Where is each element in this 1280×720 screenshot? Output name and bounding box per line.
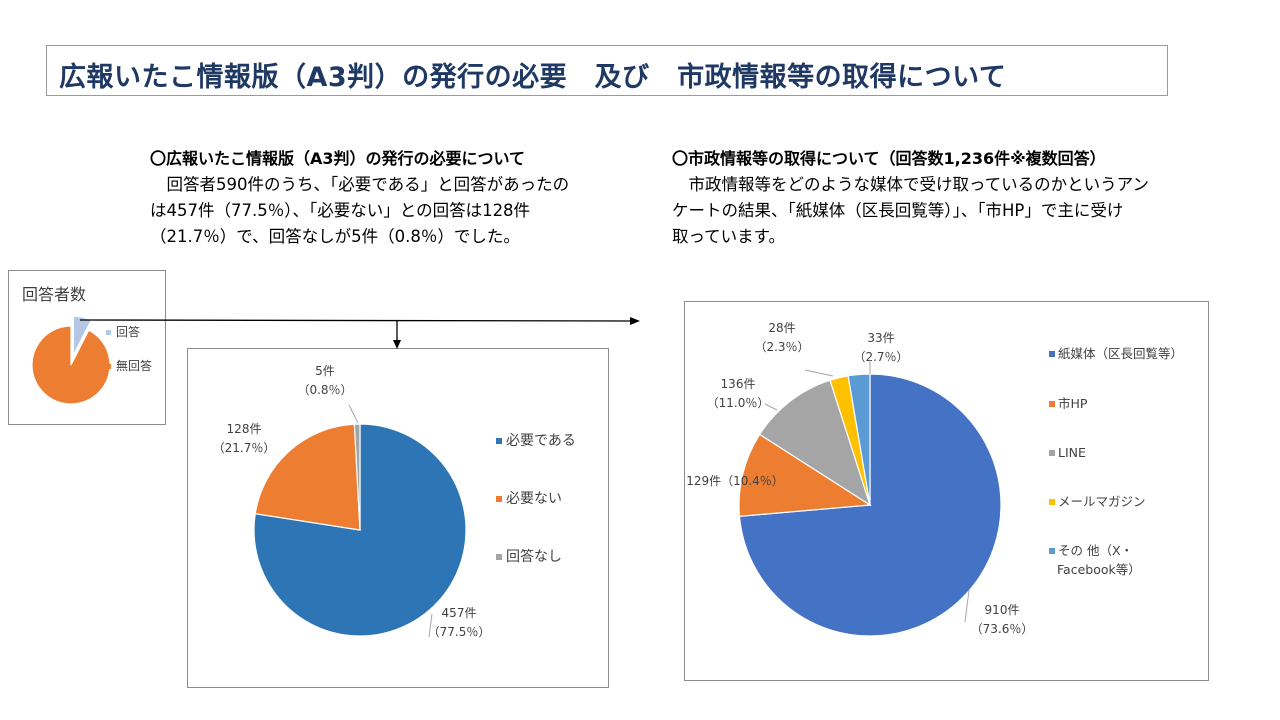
right-text-block: 〇市政情報等の取得について（回答数1,236件※複数回答） 市政情報等をどのよう… bbox=[672, 146, 1149, 250]
legend-label: Facebook等） bbox=[1057, 562, 1141, 577]
data-label: 33件 bbox=[867, 331, 894, 345]
arrow-head-down bbox=[393, 340, 401, 349]
arrow-line-right bbox=[79, 319, 633, 322]
pie-slice bbox=[31, 325, 111, 405]
leader-line bbox=[764, 403, 778, 411]
pie-slice bbox=[353, 423, 361, 531]
page-title: 広報いたこ情報版（A3判）の発行の必要 及び 市政情報等の取得について bbox=[59, 62, 1007, 93]
arrow-head-right bbox=[630, 317, 640, 325]
legend-label: 回答なし bbox=[506, 548, 562, 565]
data-label: 136件 bbox=[721, 377, 756, 391]
legend-label: 回答 bbox=[116, 324, 140, 339]
chart-title: 回答者数 bbox=[22, 285, 86, 304]
legend-marker bbox=[1049, 450, 1055, 456]
data-label: 129件（10.4％） bbox=[686, 474, 784, 488]
pie-slice bbox=[758, 379, 872, 507]
legend-marker bbox=[496, 496, 502, 502]
data-label: （0.8％） bbox=[297, 383, 352, 397]
right-heading: 〇市政情報等の取得について（回答数1,236件※複数回答） bbox=[672, 149, 1106, 168]
right-line: 市政情報等をどのような媒体で受け取っているのかというアン bbox=[672, 175, 1150, 194]
data-label: 910件 bbox=[985, 603, 1020, 617]
right-line: ケートの結果、「紙媒体（区長回覧等）」、「市HP」で主に受け bbox=[672, 201, 1124, 220]
leader-line bbox=[348, 404, 359, 424]
legend-marker bbox=[1049, 351, 1055, 357]
legend-label: その 他（X・ bbox=[1058, 543, 1133, 558]
left-line: は457件（77.5％）、「必要ない」との回答は128件 bbox=[150, 201, 531, 220]
right-line: 取っています。 bbox=[672, 227, 786, 246]
data-label: 5件 bbox=[315, 364, 335, 378]
data-label: （73.6％） bbox=[971, 622, 1034, 636]
necessity-chart-panel: 457件 （77.5％） 128件 （21.7％） 5件 （0.8％） 必要である必要ない回… bbox=[187, 348, 609, 688]
legend-label: LINE bbox=[1058, 445, 1086, 460]
data-label: 128件 bbox=[227, 422, 262, 436]
leader-line bbox=[428, 613, 433, 638]
left-heading: 〇広報いたこ情報版（A3判）の発行の必要について bbox=[150, 149, 526, 168]
pie-slice bbox=[254, 423, 361, 531]
left-line: （21.7％）で、回答なしが5件（0.8％）でした。 bbox=[150, 227, 520, 246]
left-line: 回答者590件のうち、「必要である」と回答があったの bbox=[150, 175, 570, 194]
legend-marker bbox=[1049, 499, 1055, 505]
data-label: （11.0％） bbox=[707, 396, 770, 410]
data-label: （2.3％） bbox=[754, 340, 809, 354]
pie-slice bbox=[253, 423, 467, 637]
legend-marker bbox=[1049, 401, 1055, 407]
necessity-pie-chart: 457件 （77.5％） 128件 （21.7％） 5件 （0.8％） 必要である必要ない回… bbox=[213, 364, 576, 639]
pie-slice bbox=[738, 433, 872, 517]
legend-marker bbox=[496, 554, 502, 560]
data-label: （77.5％） bbox=[428, 625, 491, 639]
legend-marker bbox=[496, 438, 502, 444]
legend-label: 必要ない bbox=[506, 491, 562, 507]
legend-marker bbox=[1049, 548, 1055, 554]
media-pie-chart: 910件 （73.6％） 129件（10.4％） 136件 （11.0％） 28件 （2.3… bbox=[686, 321, 1183, 637]
legend-marker bbox=[106, 330, 111, 335]
left-text-block: 〇広報いたこ情報版（A3判）の発行の必要について 回答者590件のうち、「必要で… bbox=[150, 146, 569, 250]
legend-label: 市HP bbox=[1058, 396, 1088, 411]
title-box: 広報いたこ情報版（A3判）の発行の必要 及び 市政情報等の取得について bbox=[46, 45, 1168, 96]
data-label: （21.7％） bbox=[213, 441, 276, 455]
leader-line bbox=[804, 369, 834, 377]
leader-line bbox=[964, 589, 970, 623]
legend-label: 必要である bbox=[506, 433, 576, 449]
legend-marker bbox=[106, 364, 111, 369]
data-label: 457件 bbox=[442, 606, 477, 620]
legend-label: 紙媒体（区長回覧等） bbox=[1058, 346, 1183, 361]
legend-label: メールマガジン bbox=[1058, 494, 1146, 509]
legend-label: 無回答 bbox=[116, 358, 152, 373]
media-chart-panel: 910件 （73.6％） 129件（10.4％） 136件 （11.0％） 28件 （2.3… bbox=[684, 301, 1209, 681]
data-label: （2.7％） bbox=[853, 350, 908, 364]
data-label: 28件 bbox=[768, 321, 795, 335]
respondents-chart-panel: 回答者数回答無回答 bbox=[8, 270, 166, 425]
